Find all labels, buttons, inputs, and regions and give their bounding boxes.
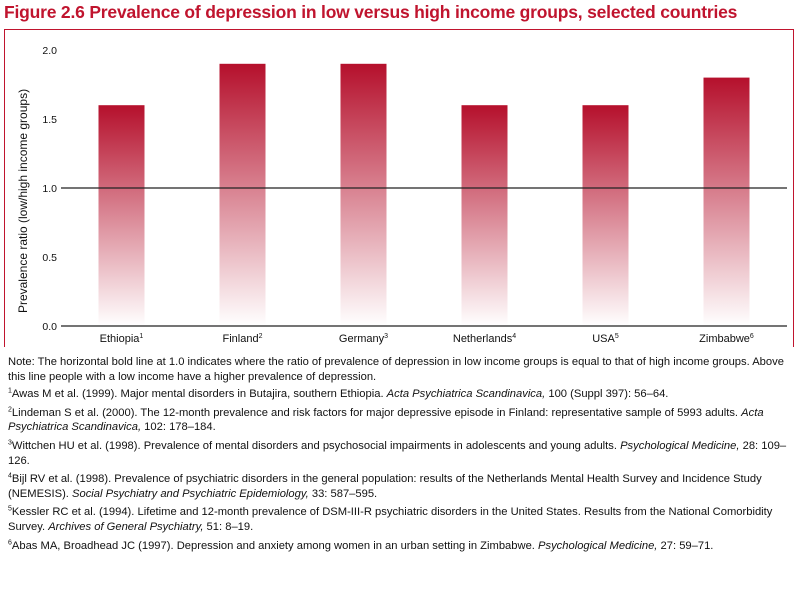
reference-number: 1 (8, 387, 12, 395)
bar-netherlands (461, 105, 508, 326)
reference-citation: 51: 8–19. (203, 520, 254, 533)
notes-section: Note: The horizontal bold line at 1.0 in… (4, 355, 794, 557)
reference-item: 2Lindeman S et al. (2000). The 12-month … (8, 406, 794, 435)
bar-germany (340, 63, 387, 327)
x-category-label: Ethiopia1 (100, 333, 144, 345)
reference-journal: Acta Psychiatrica Scandinavica, (8, 406, 764, 434)
reference-citation: 33: 587–595. (308, 487, 378, 500)
x-category-label: Zimbabwe6 (699, 333, 754, 345)
reference-number: 5 (8, 505, 12, 513)
reference-citation: 28: 109–126. (8, 439, 787, 467)
reference-text: Abas MA, Broadhead JC (1997). Depression… (11, 539, 539, 552)
x-category-label: USA5 (592, 333, 619, 345)
x-category-label: Germany3 (339, 333, 388, 345)
bar-finland (219, 63, 266, 327)
reference-journal: Archives of General Psychiatry, (48, 520, 204, 533)
reference-item: 1Awas M et al. (1999). Major mental diso… (8, 387, 794, 402)
reference-text: Lindeman S et al. (2000). The 12-month p… (11, 406, 742, 419)
reference-text: Wittchen HU et al. (1998). Prevalence of… (11, 439, 621, 452)
y-tick-label: 0.0 (42, 321, 57, 333)
chart-frame: Prevalence ratio (low/high income groups… (4, 29, 794, 347)
bar-zimbabwe (703, 77, 750, 326)
reference-journal: Psychological Medicine, (620, 439, 740, 452)
reference-text: Awas M et al. (1999). Major mental disor… (11, 388, 387, 401)
reference-citation: 102: 178–184. (141, 421, 216, 434)
x-category-label: Netherlands4 (453, 333, 516, 345)
chart-note: Note: The horizontal bold line at 1.0 in… (8, 356, 784, 383)
reference-number: 6 (8, 538, 12, 546)
reference-journal: Psychological Medicine, (538, 539, 658, 552)
reference-number: 2 (8, 406, 12, 414)
reference-list: 1Awas M et al. (1999). Major mental diso… (4, 387, 794, 553)
reference-item: 5Kessler RC et al. (1994). Lifetime and … (8, 505, 794, 534)
reference-text: Kessler RC et al. (1994). Lifetime and 1… (8, 506, 773, 533)
reference-item: 6Abas MA, Broadhead JC (1997). Depressio… (8, 539, 794, 554)
reference-item: 3Wittchen HU et al. (1998). Prevalence o… (8, 439, 794, 468)
reference-journal: Social Psychiatry and Psychiatric Epidem… (72, 487, 309, 500)
bar-usa (582, 105, 629, 326)
y-tick-label: 0.5 (42, 252, 57, 264)
y-tick-label: 1.0 (42, 183, 57, 195)
reference-citation: 100 (Suppl 397): 56–64. (545, 388, 669, 401)
reference-number: 3 (8, 439, 12, 447)
bar-ethiopia (98, 105, 145, 326)
reference-journal: Acta Psychiatrica Scandinavica, (386, 388, 546, 401)
reference-citation: 27: 59–71. (657, 539, 714, 552)
y-axis-title: Prevalence ratio (low/high income groups… (16, 89, 30, 313)
figure-title: Figure 2.6 Prevalence of depression in l… (4, 2, 738, 22)
reference-text: Bijl RV et al. (1998). Prevalence of psy… (8, 473, 762, 500)
bar-chart: Prevalence ratio (low/high income groups… (16, 45, 787, 345)
reference-item: 4Bijl RV et al. (1998). Prevalence of ps… (8, 472, 794, 501)
y-tick-label: 2.0 (42, 45, 57, 57)
reference-number: 4 (8, 472, 12, 480)
x-category-label: Finland2 (223, 333, 263, 345)
y-tick-label: 1.5 (42, 114, 57, 126)
